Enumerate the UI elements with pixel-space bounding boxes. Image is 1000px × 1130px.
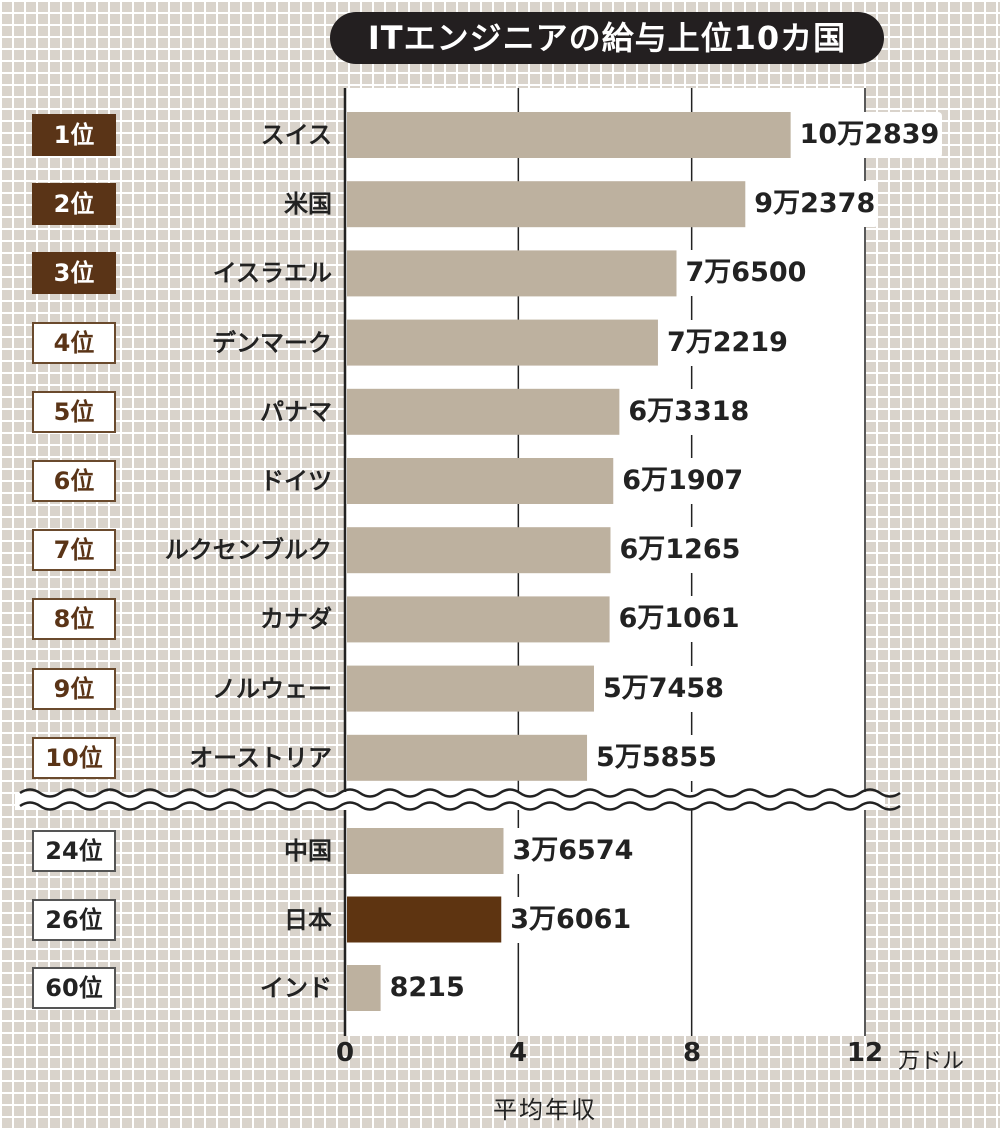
category-label: ドイツ [260, 467, 332, 495]
x-axis-title: 平均年収 [493, 1096, 597, 1124]
value-label: 7万2219 [663, 319, 791, 366]
value-label: 6万1061 [615, 596, 743, 643]
bar [347, 596, 610, 643]
bar [347, 112, 791, 158]
chart-title: ITエンジニアの給与上位10カ国 [330, 12, 884, 64]
rank-badge: 6位 [32, 460, 116, 502]
bar [347, 319, 658, 366]
bar [347, 734, 588, 781]
bar [347, 181, 746, 228]
category-label: イスラエル [212, 259, 332, 288]
category-label: パナマ [260, 397, 332, 426]
bar [347, 458, 614, 504]
value-label: 6万1265 [616, 527, 744, 574]
category-label: インド [260, 974, 332, 1002]
rank-badge: 2位 [32, 183, 116, 226]
x-tick-label: 12 [846, 1038, 884, 1068]
axis-break-line [19, 801, 901, 811]
category-label: 米国 [284, 190, 332, 219]
x-axis-unit: 万ドル [898, 1049, 965, 1074]
value-label: 5万7458 [599, 665, 727, 712]
category-label: デンマーク [212, 328, 332, 357]
x-tick-label: 8 [682, 1038, 702, 1068]
rank-badge: 4位 [32, 321, 116, 364]
rank-badge: 1位 [32, 114, 116, 156]
bar [347, 388, 620, 435]
rank-badge: 24位 [32, 830, 116, 872]
category-label: オーストリア [189, 743, 332, 772]
x-tick-label: 0 [335, 1038, 355, 1068]
value-label: 3万6574 [509, 828, 637, 874]
value-label: 7万6500 [682, 250, 810, 297]
axis-break-line [19, 788, 901, 798]
category-label: スイス [260, 121, 332, 149]
x-tick-label: 4 [508, 1038, 528, 1068]
category-label: ノルウェー [212, 674, 332, 703]
category-label: ルクセンブルク [164, 536, 332, 565]
bar [347, 896, 502, 943]
category-label: 日本 [284, 905, 332, 934]
value-label: 10万2839 [796, 112, 943, 158]
value-label: 6万1907 [619, 458, 747, 504]
bar [347, 665, 594, 712]
category-label: 中国 [284, 837, 332, 865]
value-label: 5万5855 [593, 734, 720, 781]
rank-badge: 7位 [32, 529, 116, 572]
category-label: カナダ [260, 605, 332, 634]
value-label: 3万6061 [507, 896, 635, 943]
rank-badge: 60位 [32, 967, 116, 1009]
rank-badge: 3位 [32, 252, 116, 295]
rank-badge: 10位 [32, 736, 116, 779]
bar [347, 828, 504, 874]
rank-badge: 9位 [32, 667, 116, 710]
bar [347, 965, 381, 1011]
rank-badge: 8位 [32, 598, 116, 641]
rank-badge: 5位 [32, 390, 116, 433]
bar [347, 527, 611, 574]
value-label: 6万3318 [625, 388, 753, 435]
axis-break-band [15, 792, 885, 810]
bar [347, 250, 677, 297]
value-label: 8215 [386, 965, 468, 1011]
value-label: 9万2378 [751, 181, 879, 228]
rank-badge: 26位 [32, 898, 116, 941]
